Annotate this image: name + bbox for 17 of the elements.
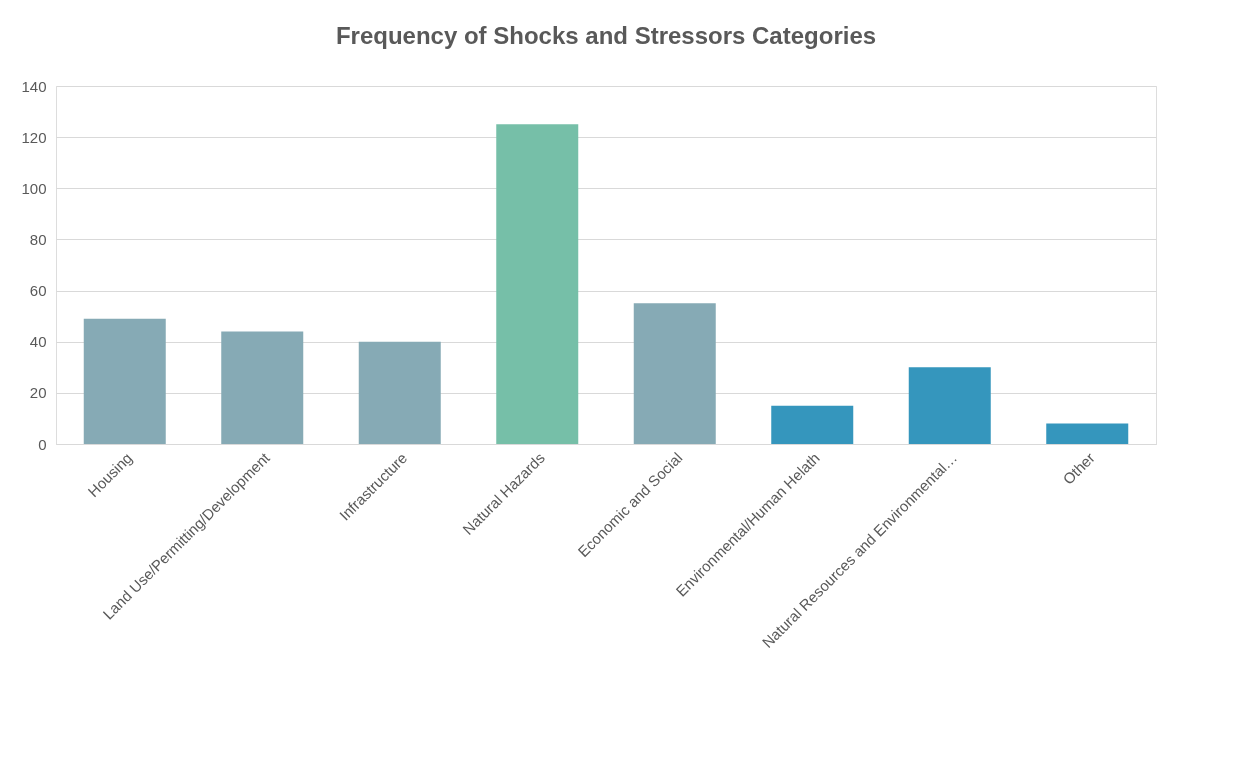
y-tick-label: 140: [21, 77, 47, 95]
y-tick-label: 20: [29, 384, 47, 402]
bar: [496, 124, 579, 444]
chart-title: Frequency of Shocks and Stressors Categories: [335, 22, 877, 49]
y-tick-label: 80: [29, 230, 47, 248]
y-tick-label: 40: [29, 333, 47, 351]
bar: [908, 367, 991, 444]
y-tick-label: 100: [21, 179, 47, 197]
bar: [1046, 423, 1129, 444]
bar: [771, 405, 854, 444]
bar: [83, 318, 166, 444]
bar: [358, 341, 441, 444]
y-tick-label: 0: [38, 435, 47, 453]
y-tick-label: 60: [29, 282, 47, 300]
bar: [221, 331, 304, 444]
bar: [633, 303, 716, 444]
y-tick-label: 120: [21, 128, 47, 146]
